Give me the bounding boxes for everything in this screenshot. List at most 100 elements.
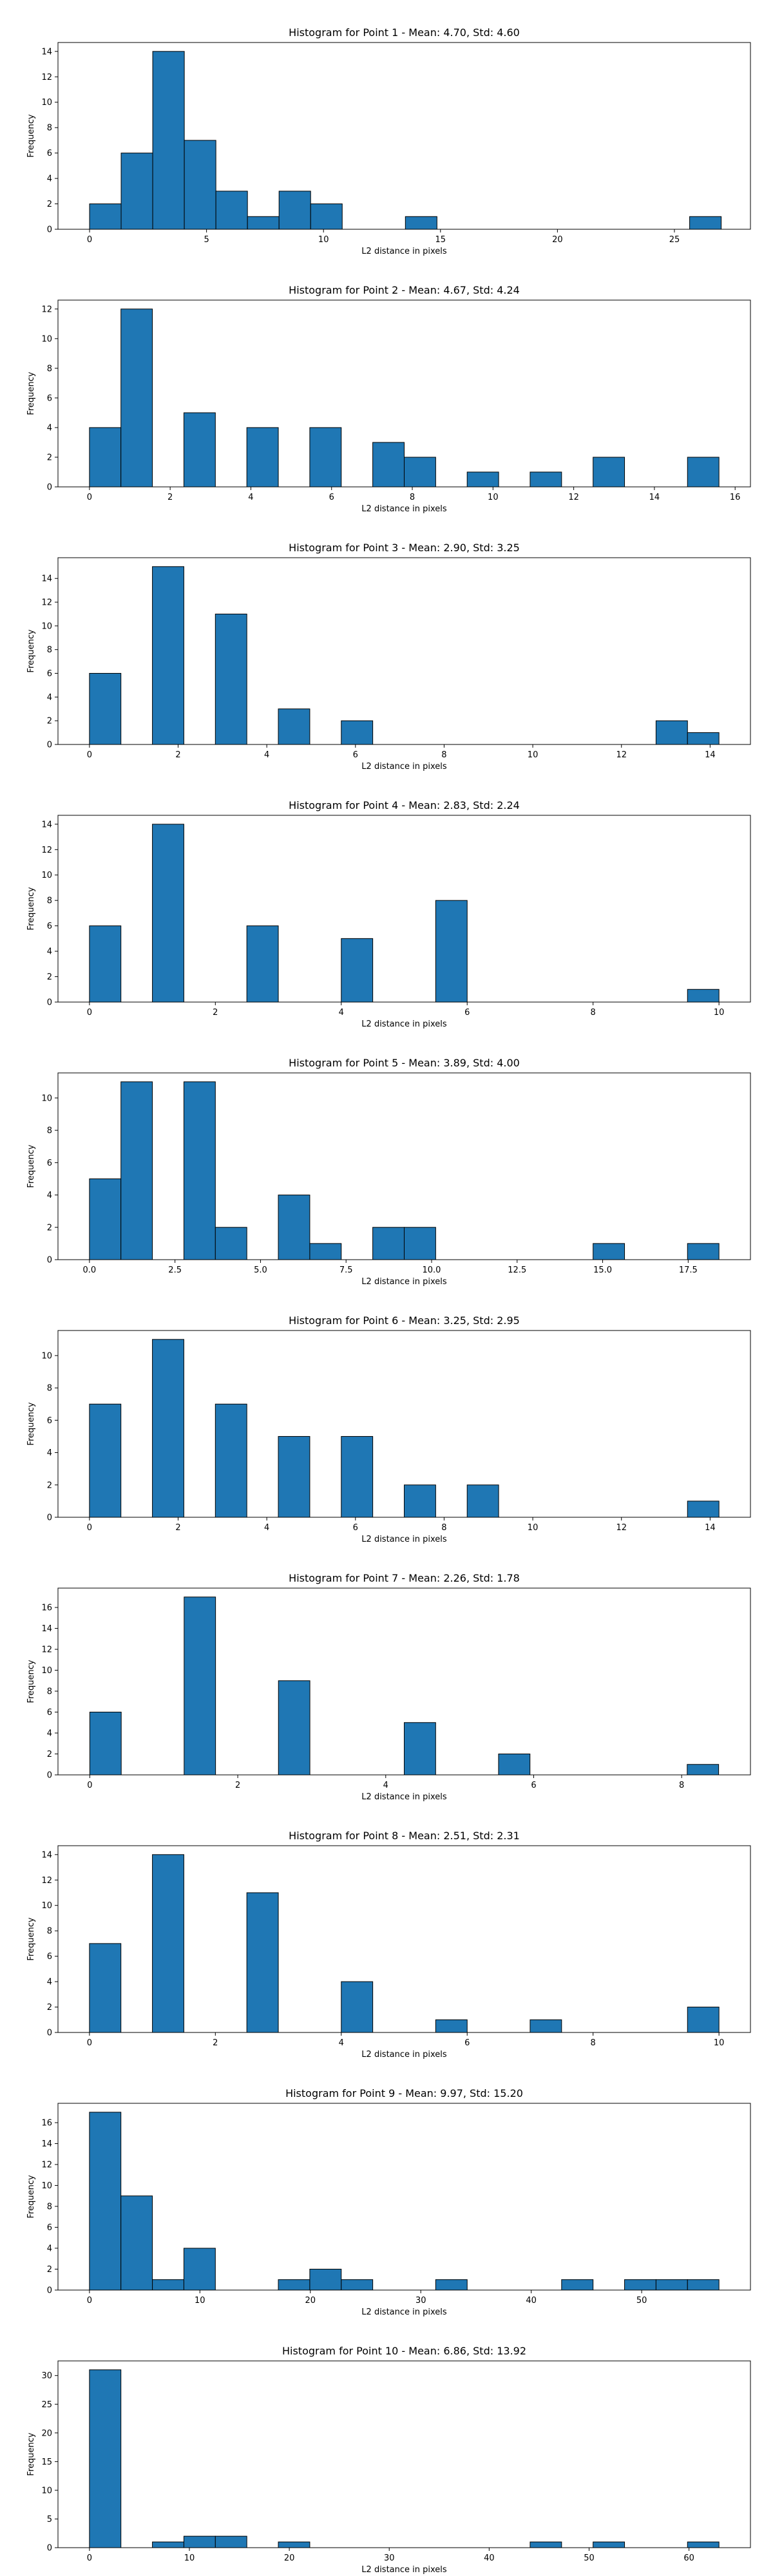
histogram-bar xyxy=(309,1243,342,1260)
x-tick-label: 10 xyxy=(318,235,329,245)
x-axis-label: L2 distance in pixels xyxy=(361,1792,447,1802)
x-axis-label: L2 distance in pixels xyxy=(361,504,447,514)
y-tick-label: 4 xyxy=(47,947,52,957)
x-tick-label: 0 xyxy=(87,493,92,502)
histogram-bar xyxy=(89,1178,122,1260)
y-tick-label: 0 xyxy=(47,225,52,235)
y-tick-label: 14 xyxy=(41,1850,52,1860)
histogram-bar xyxy=(152,824,184,1003)
y-tick-label: 10 xyxy=(41,871,52,880)
y-tick-label: 8 xyxy=(47,1126,52,1136)
histogram-bar xyxy=(687,732,720,745)
y-axis-label: Frequency xyxy=(26,2432,36,2476)
y-tick-label: 2 xyxy=(47,1750,52,1759)
y-tick-label: 12 xyxy=(41,1645,52,1655)
histogram-bar xyxy=(687,2541,720,2548)
y-tick-label: 12 xyxy=(41,846,52,855)
histogram-bar xyxy=(530,2019,562,2033)
histogram-bar xyxy=(183,1081,216,1260)
y-tick-label: 8 xyxy=(47,364,52,374)
histogram-bar xyxy=(687,2279,720,2291)
histogram-bar xyxy=(215,1227,247,1260)
histogram-bar xyxy=(655,720,688,745)
x-axis-label: L2 distance in pixels xyxy=(361,2307,447,2317)
histogram-bar xyxy=(120,308,153,488)
histogram-bar xyxy=(466,471,499,488)
histogram-bar xyxy=(593,1243,625,1260)
x-tick-label: 4 xyxy=(264,1523,269,1533)
y-axis-label: Frequency xyxy=(26,372,36,415)
y-tick-label: 6 xyxy=(47,1708,52,1718)
y-tick-label: 14 xyxy=(41,820,52,829)
histogram-bar xyxy=(278,1435,310,1518)
axes-frame xyxy=(57,2360,751,2548)
x-tick-label: 12 xyxy=(616,750,627,760)
y-tick-label: 8 xyxy=(47,124,52,133)
x-tick-label: 12 xyxy=(616,1523,627,1533)
y-tick-label: 0 xyxy=(47,2544,52,2553)
x-axis-label: L2 distance in pixels xyxy=(361,2565,447,2575)
y-tick-label: 4 xyxy=(47,1448,52,1458)
axes-frame xyxy=(57,1845,751,2033)
axes-frame xyxy=(57,1072,751,1260)
chart-title: Histogram for Point 5 - Mean: 3.89, Std:… xyxy=(289,1057,520,1069)
x-tick-label: 40 xyxy=(484,2553,495,2563)
x-tick-label: 0 xyxy=(87,1523,92,1533)
x-tick-label: 15 xyxy=(435,235,446,245)
histogram-bar xyxy=(120,1081,153,1260)
chart-title: Histogram for Point 4 - Mean: 2.83, Std:… xyxy=(289,799,520,811)
x-tick-label: 25 xyxy=(669,235,680,245)
histogram-bar xyxy=(278,2279,310,2291)
y-axis-label: Frequency xyxy=(26,1402,36,1445)
y-tick-label: 6 xyxy=(47,393,52,403)
y-tick-label: 20 xyxy=(41,2429,52,2438)
histogram-bar xyxy=(215,1403,247,1518)
y-tick-label: 15 xyxy=(41,2458,52,2467)
axes-frame xyxy=(57,1587,751,1776)
x-tick-label: 14 xyxy=(705,750,716,760)
x-tick-label: 0 xyxy=(87,1008,92,1018)
histogram-panel-7: 0 2 4 6 8 0 2 4 6 8 10 12 14 16 Histogram for Point 7 … xyxy=(26,1572,751,1802)
y-tick-label: 4 xyxy=(47,175,52,184)
y-tick-label: 14 xyxy=(41,574,52,584)
y-tick-label: 12 xyxy=(41,1876,52,1886)
y-tick-label: 10 xyxy=(41,2486,52,2496)
x-tick-label: 20 xyxy=(305,2296,316,2306)
chart-title: Histogram for Point 7 - Mean: 2.26, Std:… xyxy=(289,1572,520,1584)
histogram-bar xyxy=(404,457,436,488)
x-tick-label: 8 xyxy=(441,750,446,760)
x-tick-label: 15.0 xyxy=(593,1265,612,1275)
histogram-panel-5: 0.0 2.5 5.0 7.5 10.0 12.5 15.0 17.5 0 2 4 6 8 10 Histo… xyxy=(26,1057,751,1287)
y-tick-label: 0 xyxy=(47,998,52,1008)
y-tick-label: 25 xyxy=(41,2400,52,2410)
y-tick-label: 4 xyxy=(47,1729,52,1739)
y-tick-label: 10 xyxy=(41,1901,52,1911)
histogram-panel-1: 0 5 10 15 20 25 0 2 4 6 8 10 12 14 Histogram for Point… xyxy=(26,26,751,256)
x-tick-label: 50 xyxy=(636,2296,647,2306)
y-axis-label: Frequency xyxy=(26,2175,36,2218)
x-tick-label: 6 xyxy=(531,1781,536,1790)
histogram-bar xyxy=(89,2369,122,2548)
x-tick-label: 0 xyxy=(87,750,92,760)
x-tick-label: 20 xyxy=(552,235,563,245)
y-tick-label: 2 xyxy=(47,717,52,726)
histogram-bar xyxy=(215,191,248,230)
histogram-bar xyxy=(405,216,437,230)
histogram-bar xyxy=(341,2279,374,2291)
histogram-bar xyxy=(89,427,122,488)
histogram-bar xyxy=(89,2112,122,2291)
histogram-bar xyxy=(310,204,343,230)
histogram-bar xyxy=(152,1339,184,1518)
histogram-bar xyxy=(89,925,122,1003)
x-tick-label: 2 xyxy=(235,1781,240,1790)
x-tick-label: 8 xyxy=(410,493,415,502)
y-tick-label: 10 xyxy=(41,621,52,631)
y-tick-label: 12 xyxy=(41,598,52,608)
chart-title: Histogram for Point 6 - Mean: 3.25, Std:… xyxy=(289,1314,520,1327)
x-tick-label: 50 xyxy=(584,2553,595,2563)
histogram-bar xyxy=(278,1680,310,1776)
histogram-bar xyxy=(183,412,216,488)
histogram-bar xyxy=(184,1596,216,1776)
histogram-panel-6: 0 2 4 6 8 10 12 14 0 2 4 6 8 10 Histogram for Point 6 … xyxy=(26,1314,751,1544)
y-tick-label: 4 xyxy=(47,1191,52,1200)
